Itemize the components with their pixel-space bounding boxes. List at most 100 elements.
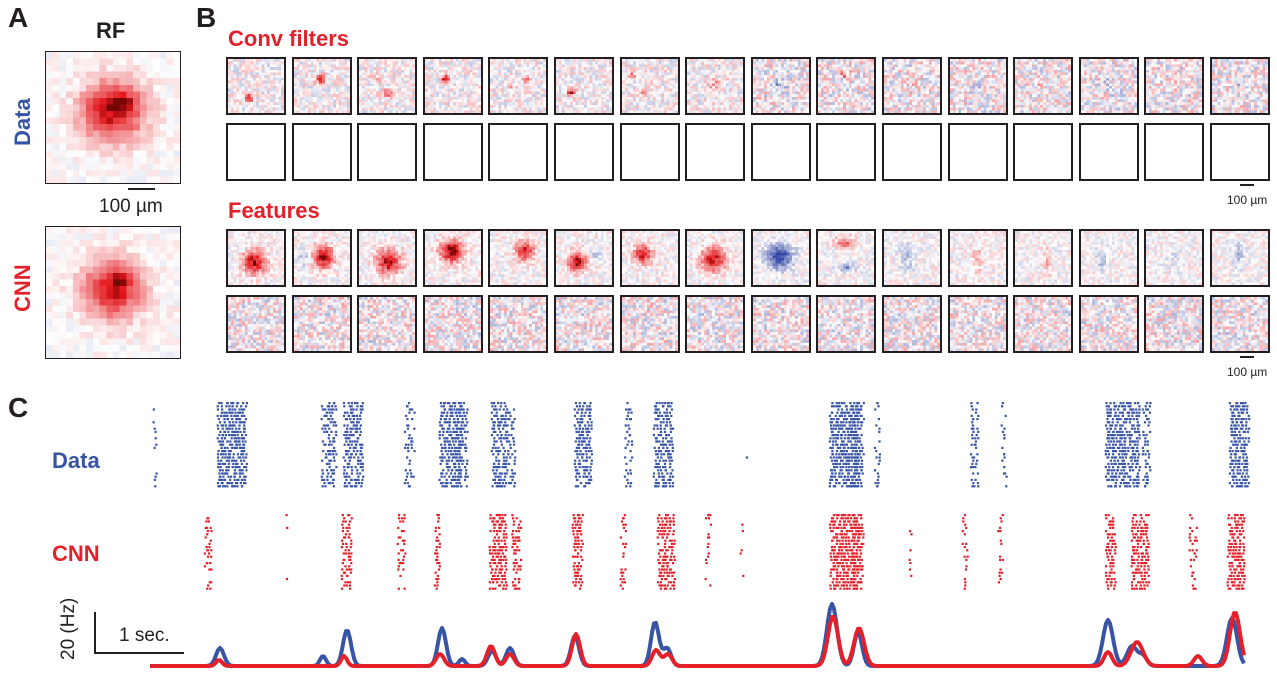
spike-mark (856, 414, 859, 417)
spike-mark (835, 459, 839, 462)
spike-mark (1119, 418, 1122, 421)
spike-mark (858, 453, 861, 456)
spike-mark (840, 584, 843, 587)
spike-mark (1236, 472, 1239, 475)
spike-mark (1141, 453, 1145, 456)
spike-mark (1133, 578, 1136, 581)
spike-mark (327, 408, 330, 411)
spike-mark (1146, 539, 1149, 542)
spike-mark (1227, 549, 1230, 552)
spike-mark (843, 443, 846, 446)
spike-mark (582, 446, 585, 449)
spike-mark (517, 581, 521, 584)
spike-mark (1137, 555, 1140, 558)
spike-mark (1144, 526, 1147, 529)
spike-mark (1113, 408, 1116, 411)
spike-mark (1231, 555, 1234, 558)
spike-mark (1131, 411, 1134, 414)
spike-mark (1118, 446, 1121, 449)
spike-mark (456, 446, 459, 449)
spike-mark (577, 514, 581, 517)
spike-mark (1108, 430, 1111, 433)
spike-mark (1123, 418, 1127, 421)
spike-mark (1114, 414, 1117, 417)
spike-mark (589, 408, 592, 411)
spike-mark (332, 485, 336, 488)
spike-mark (1127, 462, 1130, 465)
spike-mark (836, 466, 839, 469)
spike-mark (1114, 450, 1118, 453)
spike-mark (877, 475, 880, 478)
spike-mark (434, 552, 437, 555)
spike-mark (1130, 408, 1133, 411)
spike-mark (217, 427, 220, 430)
spike-mark (977, 414, 980, 417)
spike-mark (1238, 533, 1241, 536)
spike-mark (359, 424, 362, 427)
spike-mark (455, 414, 458, 417)
spike-mark (859, 562, 862, 565)
spike-mark (628, 427, 631, 430)
spike-mark (833, 405, 836, 408)
spike-mark (1130, 565, 1133, 568)
spike-mark (666, 472, 669, 475)
spike-mark (577, 430, 580, 433)
spike-mark (852, 565, 856, 568)
spike-mark (320, 405, 324, 408)
spike-mark (1130, 446, 1133, 449)
spike-mark (493, 536, 497, 539)
spike-mark (1114, 443, 1117, 446)
spike-mark (619, 536, 622, 539)
spike-mark (461, 408, 464, 411)
spike-mark (1231, 462, 1234, 465)
spike-mark (438, 546, 441, 549)
spike-mark (235, 427, 238, 430)
spike-mark (575, 578, 578, 581)
spike-mark (334, 430, 338, 433)
spike-mark (1112, 453, 1115, 456)
spike-mark (831, 539, 834, 542)
spike-mark (245, 405, 248, 408)
spike-mark (1112, 587, 1116, 590)
conv-scale-bar (1240, 184, 1254, 186)
spike-mark (831, 446, 834, 449)
spike-mark (502, 437, 506, 440)
spike-mark (626, 402, 629, 405)
spike-mark (1123, 453, 1127, 456)
spike-mark (459, 434, 462, 437)
spike-mark (326, 424, 330, 427)
spike-mark (971, 456, 974, 459)
spike-mark (1107, 558, 1110, 561)
spike-mark (845, 485, 849, 488)
spike-mark (664, 558, 667, 561)
spike-mark (1107, 578, 1110, 581)
spike-mark (498, 552, 501, 555)
spike-mark (494, 405, 497, 408)
spike-mark (329, 421, 332, 424)
spike-mark (878, 453, 881, 456)
spike-mark (438, 565, 441, 568)
spike-mark (1146, 408, 1150, 411)
spike-mark (1134, 440, 1137, 443)
spike-mark (663, 430, 667, 433)
spike-mark (586, 446, 589, 449)
spike-mark (589, 437, 592, 440)
spike-mark (496, 555, 499, 558)
spike-mark (403, 517, 406, 520)
spike-mark (1144, 437, 1147, 440)
spike-mark (850, 414, 853, 417)
spike-mark (1233, 430, 1236, 433)
empty-tile (619, 123, 680, 181)
spike-mark (408, 434, 411, 437)
spike-mark (662, 574, 665, 577)
spike-mark (1145, 562, 1148, 565)
spike-mark (657, 446, 661, 449)
spike-mark (852, 533, 856, 536)
spike-mark (513, 462, 516, 465)
conv-tile (422, 57, 483, 115)
spike-mark (506, 418, 510, 421)
spike-mark (1238, 414, 1241, 417)
spike-mark (1191, 574, 1194, 577)
spike-mark (403, 587, 406, 590)
spike-mark (406, 418, 409, 421)
